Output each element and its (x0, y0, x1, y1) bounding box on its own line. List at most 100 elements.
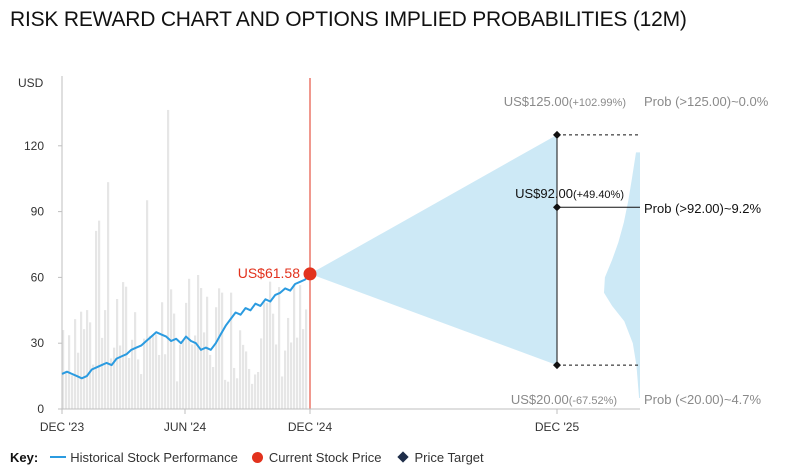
volume-bar (239, 330, 242, 409)
volume-bar (113, 347, 116, 409)
x-tick-label: DEC '24 (288, 420, 333, 434)
volume-bar (122, 282, 125, 409)
target-low-diamond (553, 361, 561, 370)
volume-bar (305, 309, 308, 409)
cone-layer (309, 78, 640, 409)
volume-bar (194, 335, 197, 409)
volume-bar (287, 317, 290, 409)
volume-bar (131, 339, 134, 409)
volume-bar (161, 302, 164, 409)
volume-bar (167, 109, 170, 409)
volume-bar (158, 354, 161, 409)
volume-bar (281, 376, 284, 409)
legend-item-target: Price Target (396, 450, 484, 465)
volume-bar (272, 313, 275, 409)
volume-bar (119, 345, 122, 409)
volume-bar (146, 200, 149, 409)
forecast-cone (310, 134, 557, 366)
volume-bar (260, 338, 263, 409)
volume-bar (143, 338, 146, 409)
volume-bar (278, 287, 281, 409)
y-axis-label: USD (18, 76, 44, 90)
volume-bar (89, 322, 92, 409)
volume-bar (275, 344, 278, 409)
legend-item-history: Historical Stock Performance (50, 450, 238, 465)
volume-bar (299, 285, 302, 409)
volume-bar (173, 313, 176, 409)
volume-bar (92, 364, 95, 409)
volume-bar (170, 289, 173, 409)
history-layer (61, 267, 317, 380)
volume-bar (203, 332, 206, 409)
volume-bar (128, 358, 131, 409)
chart-title: RISK REWARD CHART AND OPTIONS IMPLIED PR… (10, 8, 687, 31)
volume-bar (221, 292, 224, 409)
volume-bar (236, 378, 239, 409)
legend-key-label: Key: (10, 449, 39, 465)
volume-bar (212, 367, 215, 409)
volume-bar (74, 319, 77, 409)
volume-bar (302, 329, 305, 409)
volume-bar (95, 230, 98, 409)
target-high-label: US$125.00(+102.99%) (504, 94, 626, 109)
volume-bar (230, 292, 233, 409)
label-layer: US$61.58 US$125.00(+102.99%) US$92.00(+49.… (238, 94, 769, 407)
volume-bar (245, 351, 248, 409)
volume-bar (284, 350, 287, 409)
volume-bar (290, 342, 293, 409)
volume-bars (62, 109, 308, 409)
target-layer (553, 130, 640, 370)
target-mid-label: US$92.00(+49.40%) (515, 186, 624, 201)
axes: USD 0 30 60 90 120 DEC '23 JUN '24 DEC '24 DEC '2… (18, 76, 640, 434)
volume-bar (251, 383, 254, 409)
legend-line-swatch (50, 456, 67, 458)
volume-bar (197, 275, 200, 409)
y-tick-label: 0 (37, 402, 44, 416)
volume-bar (266, 302, 269, 409)
volume-bar (263, 300, 266, 409)
volume-bar (149, 335, 152, 409)
y-tick-label: 30 (31, 336, 45, 350)
current-price-dot (303, 267, 317, 281)
volume-bar (182, 340, 185, 409)
volume-bar (257, 372, 260, 409)
risk-reward-chart: USD 0 30 60 90 120 DEC '23 JUN '24 DEC '24 DEC '2… (18, 76, 769, 434)
x-tick-label: DEC '25 (535, 420, 580, 434)
x-tick-label: DEC '23 (40, 420, 85, 434)
volume-bar (83, 329, 86, 409)
volume-bar (209, 354, 212, 409)
legend-current-label: Current Stock Price (268, 449, 382, 465)
volume-bar (248, 368, 251, 409)
volume-bar (107, 182, 110, 409)
target-low-label: US$20.00(-67.52%) (511, 392, 617, 407)
volume-bar (215, 307, 218, 409)
legend-dot-swatch (251, 451, 263, 463)
volume-bar (164, 354, 167, 409)
volume-bar (98, 220, 101, 409)
volume-bar (206, 296, 209, 409)
volume-bar (185, 302, 188, 409)
volume-bar (191, 344, 194, 409)
volume-bar (176, 381, 179, 409)
volume-bar (152, 335, 155, 409)
prob-low-label: Prob (<20.00)~4.7% (644, 392, 762, 407)
target-high-diamond (553, 130, 561, 139)
volume-bar (233, 367, 236, 409)
legend-history-label: Historical Stock Performance (70, 449, 238, 465)
volume-bar (71, 375, 74, 409)
target-mid-diamond (553, 203, 561, 212)
volume-bar (104, 310, 107, 409)
volume-bar (134, 312, 137, 409)
volume-bar (80, 311, 83, 409)
volume-bar (110, 358, 113, 409)
volume-bar (116, 298, 119, 409)
volume-bar (296, 337, 299, 409)
volume-bar (65, 371, 68, 409)
legend-item-current: Current Stock Price (251, 449, 382, 465)
volume-bar (179, 344, 182, 409)
legend: Key: Historical Stock Performance Curren… (10, 447, 498, 467)
volume-bar (101, 337, 104, 409)
volume-bar (140, 374, 143, 409)
volume-bar (293, 284, 296, 409)
current-price-label: US$61.58 (238, 265, 300, 281)
